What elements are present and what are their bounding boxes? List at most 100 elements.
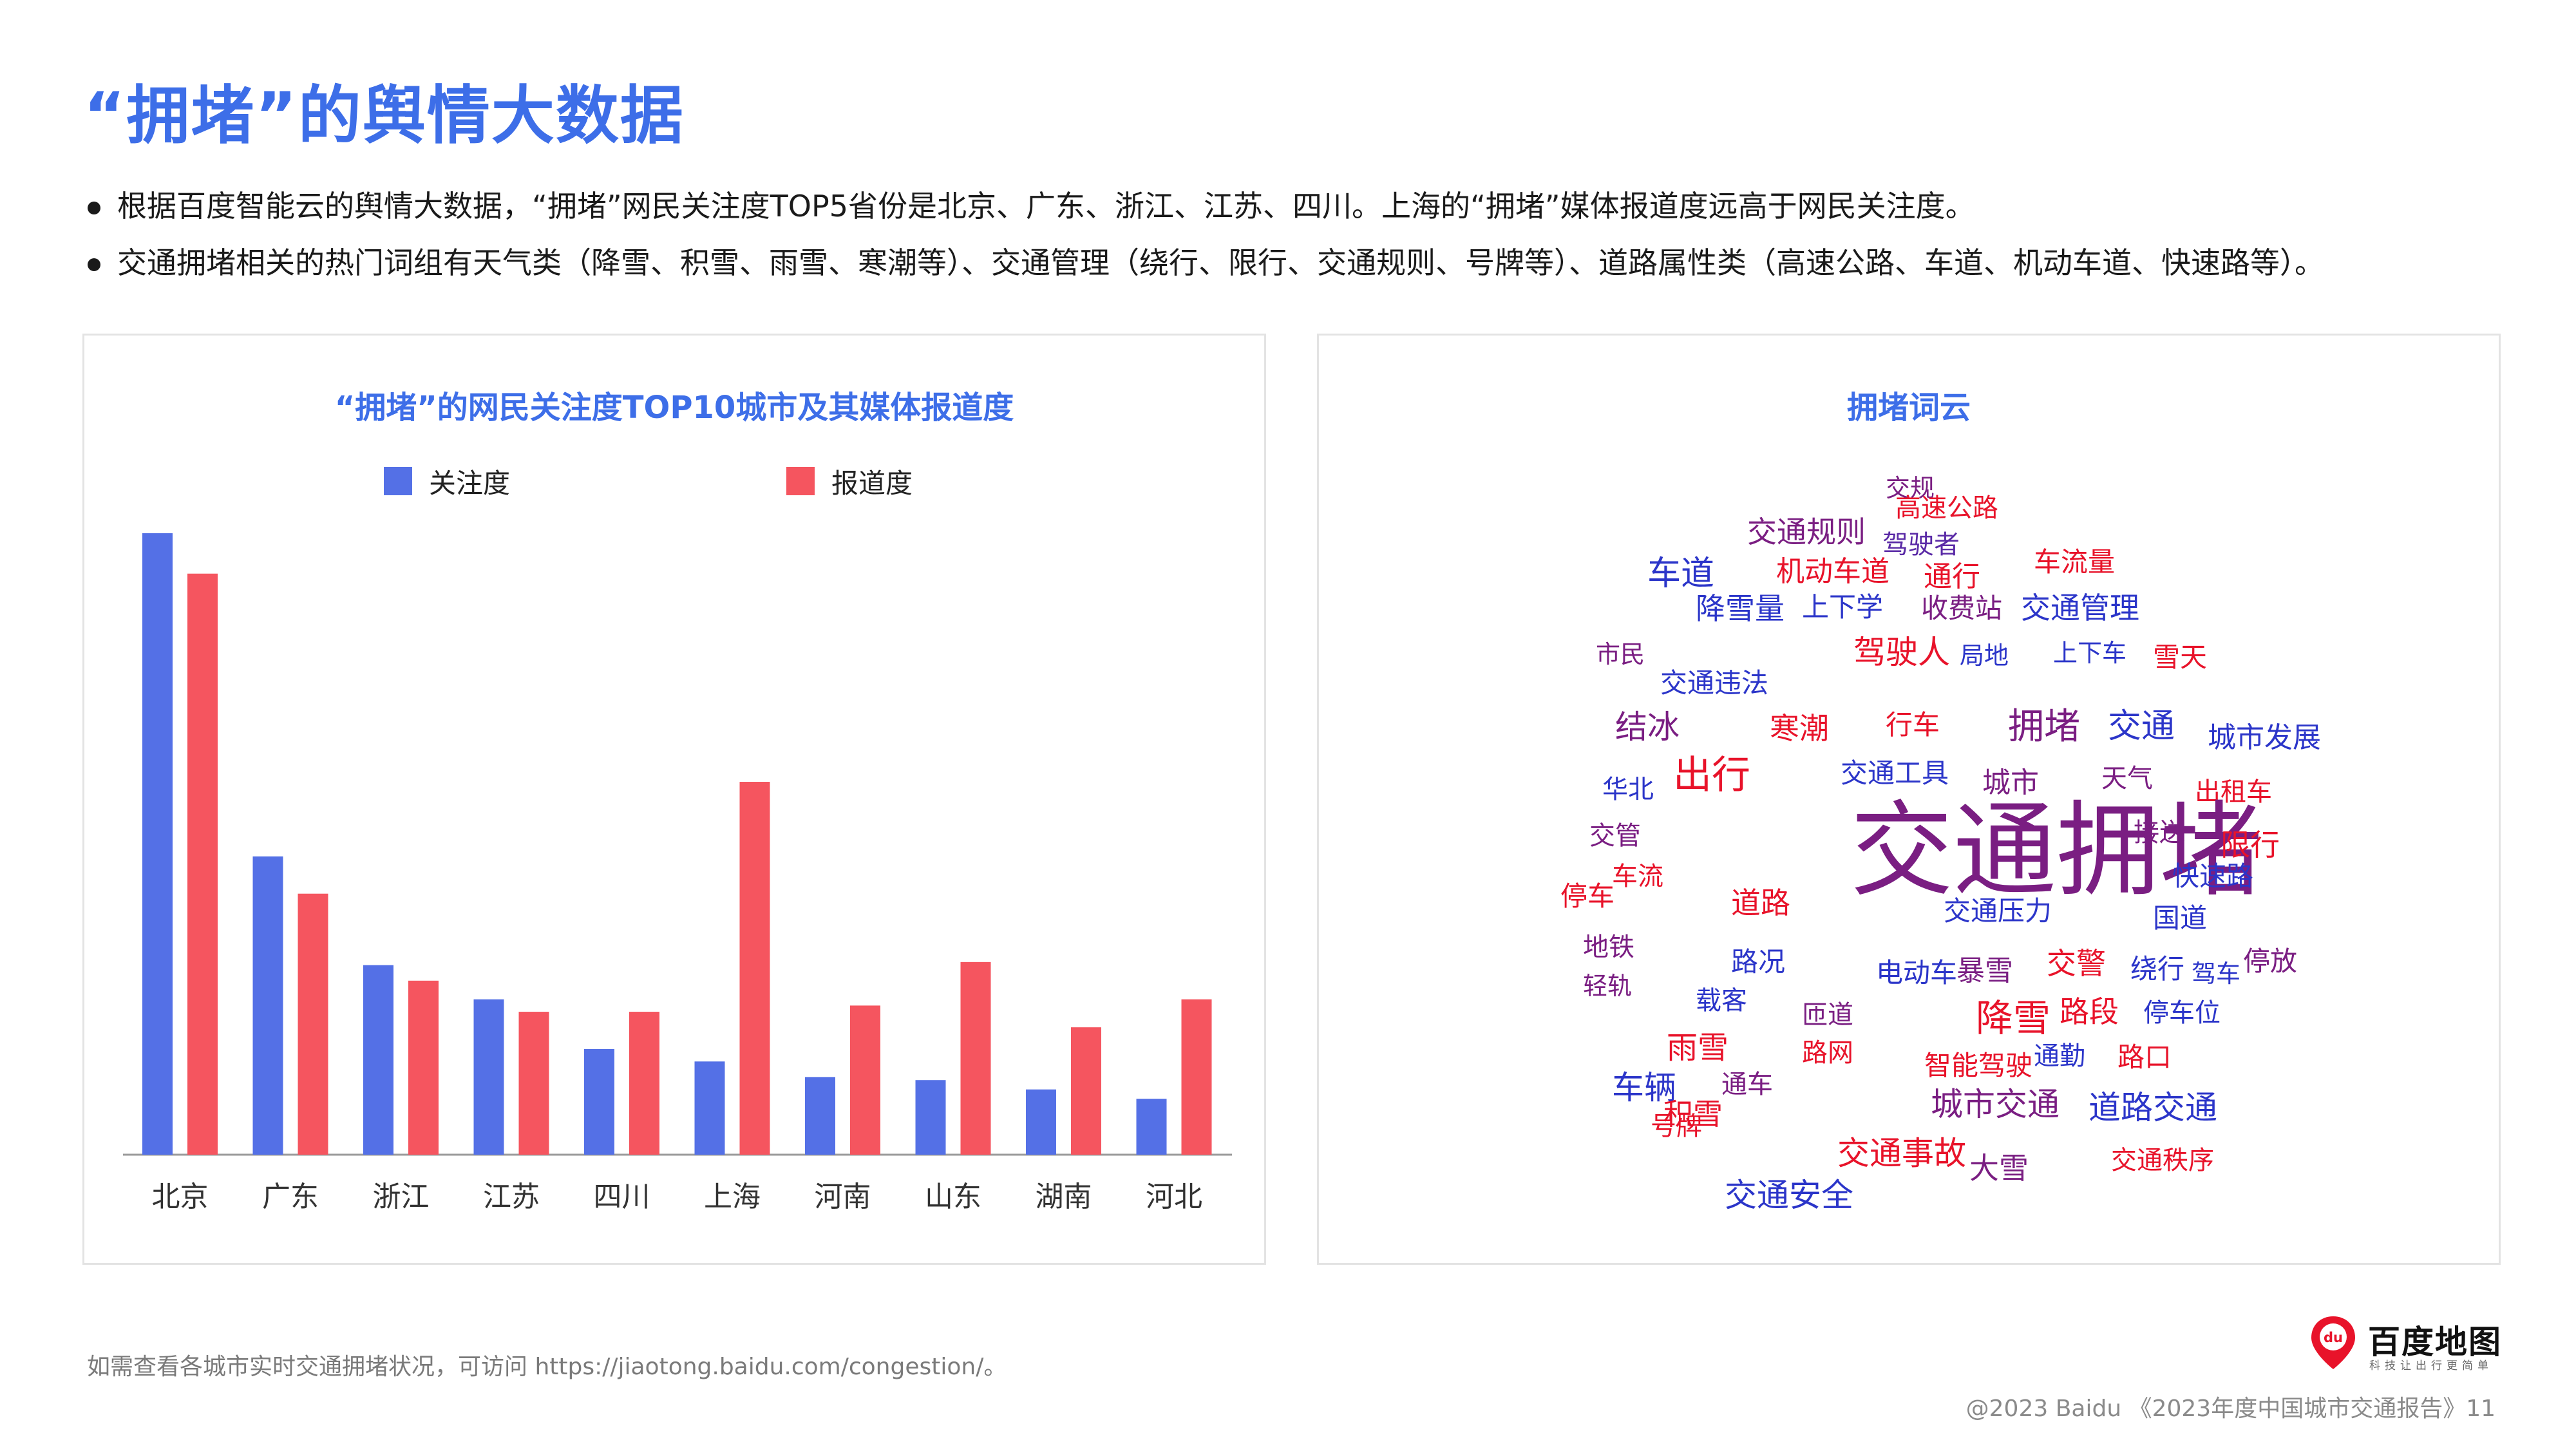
x-tick-label: 北京 (152, 1180, 209, 1213)
logo-slogan: 科技让出行更简单 (2369, 1359, 2493, 1372)
cloud-word: 城市交通 (1931, 1086, 2060, 1123)
cloud-word: 机动车道 (1776, 555, 1889, 588)
bullet-dot-icon (88, 258, 100, 271)
cloud-word: 道路交通 (2088, 1089, 2217, 1126)
bar-attention-0 (142, 533, 173, 1155)
cloud-word: 降雪 (1976, 996, 2051, 1040)
cloud-word: 收费站 (1921, 592, 2003, 624)
cloud-word: 驾驶人 (1853, 634, 1950, 671)
x-tick-label: 河北 (1146, 1180, 1202, 1213)
bar-attention-3 (473, 999, 504, 1155)
cloud-word: 交通事故 (1837, 1135, 1966, 1172)
cloud-word: 城市 (1982, 766, 2039, 799)
bar-attention-9 (1136, 1099, 1167, 1155)
bar-report-3 (518, 1012, 549, 1155)
cloud-word: 天气 (2101, 764, 2153, 793)
cloud-word: 交通管理 (2021, 591, 2139, 625)
cloud-word: 雨雪 (1667, 1030, 1729, 1066)
cloud-word: 华北 (1602, 775, 1654, 804)
cloud-word: 轻轨 (1583, 972, 1633, 1000)
cloud-word: 号牌 (1651, 1112, 1702, 1141)
bar-report-4 (629, 1012, 659, 1155)
legend-swatch-red (786, 467, 815, 495)
cloud-word: 驾车 (2192, 960, 2241, 988)
cloud-word: 接送 (2134, 818, 2185, 848)
map-pin-logo-icon: du (2311, 1316, 2355, 1369)
bullet-item: 根据百度智能云的舆情大数据，“拥堵”网民关注度TOP5省份是北京、广东、浙江、江… (84, 184, 2531, 240)
x-tick-label: 浙江 (373, 1180, 430, 1213)
word-cloud-panel: 拥堵词云 交规 高速公路 交通规则 驾驶者 车道 机动车道 通行 车流量 降雪量 上下学 收费站 交通… (1317, 334, 2501, 1265)
cloud-word: 局地 (1960, 641, 2009, 670)
cloud-word: 高速公路 (1895, 493, 1998, 523)
cloud-word: 交通压力 (1944, 895, 2052, 927)
cloud-word: 智能驾驶 (1924, 1050, 2033, 1081)
cloud-word: 车流量 (2034, 546, 2116, 578)
cloud-word: 交管 (1589, 821, 1641, 851)
cloud-word: 上下学 (1802, 591, 1884, 623)
cloud-word: 限行 (2221, 828, 2280, 862)
cloud-word: 交通拥堵 (1850, 790, 2263, 911)
bar-attention-8 (1026, 1089, 1056, 1155)
chart-title: “拥堵”的网民关注度TOP10城市及其媒体报道度 (334, 390, 1014, 426)
cloud-word: 大雪 (1969, 1151, 2029, 1186)
cloud-word: 车流 (1612, 862, 1663, 891)
x-tick-label: 上海 (704, 1180, 761, 1213)
bar-report-2 (408, 980, 439, 1155)
legend-item-report: 报道度 (786, 462, 913, 500)
legend-item-attention: 关注度 (384, 462, 510, 500)
cloud-word: 上下车 (2053, 639, 2127, 667)
cloud-word: 车辆 (1612, 1069, 1676, 1106)
bar-report-0 (187, 573, 218, 1155)
bar-attention-5 (694, 1061, 725, 1155)
x-tick-label: 河南 (815, 1180, 871, 1213)
bar-attention-4 (584, 1048, 614, 1155)
cloud-word: 城市发展 (2208, 721, 2321, 754)
cloud-word: 车道 (1647, 554, 1715, 593)
baidu-map-logo: du 百度地图 科技让出行更简单 (2309, 1315, 2502, 1373)
word-cloud: 交规 高速公路 交通规则 驾驶者 车道 机动车道 通行 车流量 降雪量 上下学 收费站 交通管理 市民驾… (1319, 336, 2499, 1263)
x-tick-label: 江苏 (483, 1180, 540, 1213)
cloud-word: 暴雪 (1956, 954, 2013, 987)
cloud-word: 交通 (2108, 707, 2175, 746)
cloud-word: 绕行 (2130, 953, 2185, 985)
cloud-word: 交通违法 (1660, 667, 1769, 699)
cloud-word: 交通规则 (1747, 515, 1866, 549)
logo-name: 百度地图 (2368, 1323, 2502, 1361)
bullet-text: 交通拥堵相关的热门词组有天气类（降雪、积雪、雨雪、寒潮等）、交通管理（绕行、限行… (117, 245, 2324, 280)
cloud-word: 电动车 (1876, 957, 1958, 989)
page-title: “拥堵”的舆情大数据 (84, 79, 685, 153)
cloud-word: 停放 (2243, 945, 2298, 977)
bar-attention-1 (252, 856, 283, 1155)
cloud-word: 拥堵 (2008, 706, 2080, 748)
legend-label: 报道度 (831, 467, 913, 499)
cloud-word: 通勤 (2034, 1041, 2085, 1071)
cloud-word: 积雪 (1663, 1097, 1723, 1132)
bar-report-6 (850, 1005, 880, 1155)
cloud-word: 路网 (1802, 1038, 1853, 1068)
cloud-word: 通车 (1721, 1070, 1773, 1099)
cloud-word: 路段 (2060, 994, 2119, 1029)
bullet-list: 根据百度智能云的舆情大数据，“拥堵”网民关注度TOP5省份是北京、广东、浙江、江… (84, 184, 2531, 297)
cloud-word: 寒潮 (1770, 711, 1829, 746)
cloud-word: 通行 (1924, 560, 1980, 593)
cloud-word: 交通工具 (1841, 757, 1949, 789)
bar-chart: 北京 广东 浙江 江苏 四川 上海 河南 山东 湖南 河北 (123, 533, 1232, 1213)
legend-swatch-blue (384, 467, 412, 495)
cloud-word: 快速路 (2172, 860, 2254, 892)
cloud-word: 出租车 (2195, 777, 2272, 807)
bullet-dot-icon (88, 202, 100, 214)
logo-mark-text: du (2324, 1330, 2343, 1345)
copyright: @2023 Baidu 《2023年度中国城市交通报告》11 (1965, 1396, 2496, 1422)
cloud-word: 匝道 (1802, 1000, 1853, 1030)
cloud-word: 停车 (1560, 880, 1615, 912)
cloud-word: 交规 (1886, 474, 1935, 502)
cloud-word: 路口 (2117, 1041, 2172, 1073)
bar-attention-7 (915, 1080, 946, 1155)
cloud-word: 出行 (1673, 753, 1750, 798)
cloud-word: 降雪量 (1696, 591, 1785, 626)
cloud-word: 结冰 (1615, 708, 1680, 746)
x-tick-label: 四川 (594, 1180, 650, 1213)
cloud-word: 交警 (2047, 946, 2106, 981)
bar-report-1 (298, 893, 328, 1155)
bullet-item: 交通拥堵相关的热门词组有天气类（降雪、积雪、雨雪、寒潮等）、交通管理（绕行、限行… (84, 240, 2531, 297)
